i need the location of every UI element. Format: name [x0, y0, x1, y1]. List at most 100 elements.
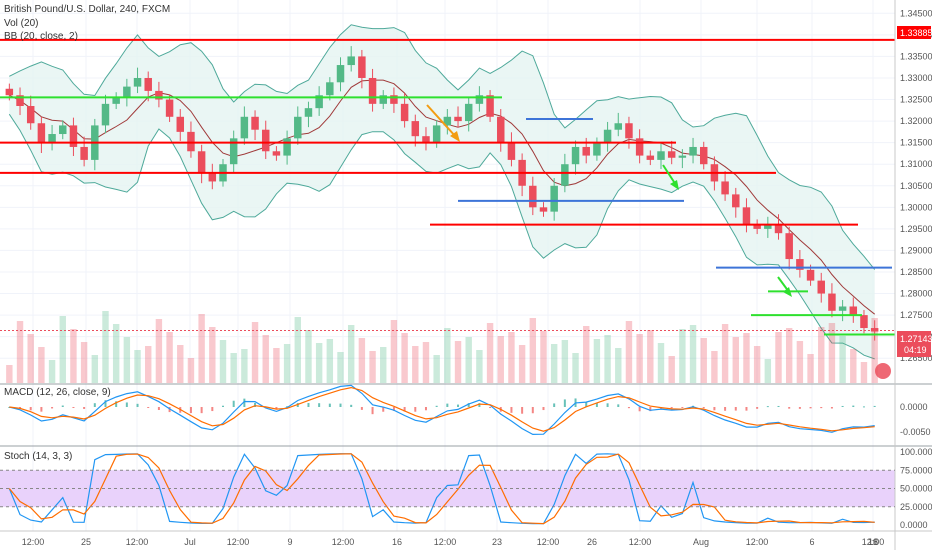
volume-bar [155, 319, 163, 383]
volume-bar [518, 345, 526, 383]
macd-hist-bar [521, 407, 524, 414]
price-tick-label: 1.28500 [900, 267, 932, 277]
candle-body [187, 131, 195, 152]
volume-bar [679, 329, 686, 383]
legend-stoch[interactable]: Stoch (14, 3, 3) [4, 451, 73, 462]
price-axis[interactable]: 1.345001.340001.335001.330001.325001.320… [900, 8, 932, 363]
time-axis[interactable]: 12:00 25 12:00 Jul 12:00 9 12:00 16 12:00 23 12:00… [22, 537, 885, 547]
candle-body [400, 103, 409, 122]
macd-hist-bar [222, 405, 224, 407]
candle-body [358, 56, 366, 78]
price-tick-label: 1.26500 [900, 353, 932, 363]
volume-bar [6, 365, 13, 383]
volume-bar [721, 324, 729, 383]
candle-body [133, 77, 142, 87]
volume-bar [251, 322, 259, 383]
candle-body [796, 259, 804, 270]
candle-body [657, 151, 665, 160]
macd-hist-bar [232, 400, 235, 407]
candle-body [860, 315, 868, 329]
time-tick-label: 12:00 [332, 537, 355, 547]
macd-hist-bar [125, 402, 128, 407]
volume-bar [294, 317, 301, 383]
price-tick-label: 1.33500 [900, 51, 932, 61]
candle-body [251, 116, 259, 130]
price-tick-label: 1.33000 [900, 73, 932, 83]
macd-hist-bar [734, 407, 737, 411]
volume-bar [550, 344, 558, 383]
candle-body [475, 95, 484, 104]
macd-hist-bar [360, 407, 363, 410]
legend-main-title[interactable]: British Pound/U.S. Dollar, 240, FXCM [4, 4, 171, 15]
volume-bar [412, 346, 419, 383]
legend-bollinger[interactable]: BB (20, close, 2) [4, 31, 78, 42]
macd-histogram [8, 398, 876, 415]
volume-bar [807, 354, 814, 383]
candle-body [59, 125, 67, 135]
volume-bar [486, 323, 494, 383]
time-tick-label: 26 [587, 537, 597, 547]
volume-bar [16, 321, 24, 383]
macd-hist-bar [724, 407, 727, 411]
candle-body [422, 136, 430, 143]
macd-hist-bar [777, 405, 780, 407]
time-tick-label: 9 [287, 537, 292, 547]
candle-body [764, 224, 772, 229]
candle-body [849, 306, 858, 316]
alert-badge-icon[interactable] [875, 363, 891, 379]
volume-bar [230, 353, 237, 383]
volume-bar [689, 325, 697, 383]
volume-bar [315, 343, 323, 383]
macd-hist-bar [627, 407, 630, 409]
macd-hist-bar [51, 407, 54, 409]
price-tick-label: 1.29000 [900, 245, 932, 255]
macd-hist-bar [820, 407, 823, 409]
legend-macd[interactable]: MACD (12, 26, close, 9) [4, 387, 111, 398]
candle-body [208, 172, 217, 182]
candle-body [753, 224, 761, 229]
volume-bar [604, 335, 611, 383]
candle-body [828, 293, 836, 311]
legend-volume[interactable]: Vol (20) [4, 18, 39, 29]
macd-hist-bar [478, 403, 481, 407]
volume-bar [422, 342, 430, 383]
time-tick-label: Aug [693, 537, 709, 547]
time-tick-label: 12:00 [22, 537, 45, 547]
time-tick-label: 23 [492, 537, 502, 547]
macd-hist-bar [830, 407, 833, 409]
macd-hist-bar [489, 407, 492, 408]
level-tag-box [897, 26, 931, 39]
macd-axis: 0.0000 -0.0050 [900, 402, 931, 437]
volume-bar [241, 349, 248, 383]
volume-bars [6, 311, 878, 383]
level-tag: 1.33885 [900, 28, 932, 38]
macd-hist-bar [371, 407, 374, 415]
stoch-tick-label: 25.0000 [900, 502, 932, 512]
macd-hist-bar [414, 407, 417, 412]
last-price-tag: 1.27143 [900, 334, 932, 344]
macd-hist-bar [563, 399, 566, 407]
candle-body [5, 88, 14, 96]
macd-hist-bar [510, 407, 513, 413]
volume-bar [305, 330, 312, 383]
price-tick-label: 1.28000 [900, 289, 932, 299]
candle-body [497, 116, 505, 143]
macd-hist-bar [147, 407, 150, 408]
volume-bar [540, 331, 547, 383]
volume-bar [273, 348, 280, 383]
volume-bar [850, 349, 857, 383]
macd-hist-bar [745, 407, 748, 411]
candle-body [283, 138, 291, 156]
volume-bar [177, 345, 184, 383]
candle-body [614, 123, 623, 130]
candle-body [870, 328, 879, 332]
volume-bar [326, 339, 334, 383]
macd-hist-bar [19, 407, 22, 409]
macd-hist-bar [328, 403, 331, 407]
volume-bar [657, 343, 665, 383]
macd-hist-bar [136, 403, 139, 407]
candle-body [165, 99, 174, 117]
macd-hist-bar [788, 407, 791, 409]
volume-bar [561, 340, 569, 383]
